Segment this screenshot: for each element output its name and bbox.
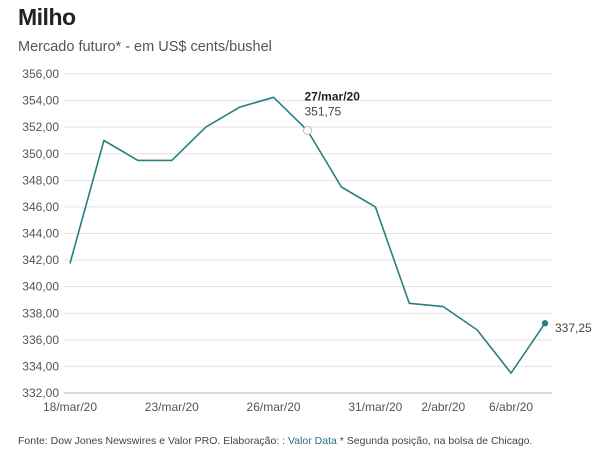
y-tick-label: 356,00 [22,67,59,81]
chart-subtitle: Mercado futuro* - em US$ cents/bushel [18,39,272,55]
x-tick-label: 31/mar/20 [348,400,402,414]
chart-title: Milho [18,4,76,30]
y-tick-label: 334,00 [22,359,59,373]
last-point-marker [541,320,549,327]
series-line [69,96,546,374]
y-tick-label: 348,00 [22,173,59,187]
last-point-label: 337,25 [555,321,592,335]
y-tick-label: 332,00 [22,386,59,400]
y-tick-label: 338,00 [22,306,59,320]
y-tick-label: 336,00 [22,333,59,347]
source-footer: Fonte: Dow Jones Newswires e Valor PRO. … [18,435,532,447]
x-tick-label: 6/abr/20 [489,400,533,414]
y-tick-label: 346,00 [22,200,59,214]
line-chart: 332,00 334,00 336,00 338,00 340,00 342,00 344,… [22,67,592,414]
x-tick-label: 18/mar/20 [43,400,97,414]
source-suffix: * Segunda posição, na bolsa de Chicago. [336,435,533,447]
x-tick-label: 26/mar/20 [247,400,301,414]
y-tick-label: 342,00 [22,253,59,267]
y-tick-label: 352,00 [22,120,59,134]
x-tick-label: 23/mar/20 [145,400,199,414]
y-tick-label: 354,00 [22,94,59,108]
y-tick-label: 344,00 [22,227,59,241]
annotation-value: 351,75 [305,104,342,118]
annotation-date: 27/mar/20 [305,89,361,103]
x-tick-label: 2/abr/20 [421,400,465,414]
source-prefix: Fonte: Dow Jones Newswires e Valor PRO. … [18,435,289,447]
annotation-marker [303,125,312,135]
y-tick-label: 340,00 [22,280,59,294]
valor-data-link[interactable]: Valor Data [288,435,337,447]
y-tick-label: 350,00 [22,147,59,161]
